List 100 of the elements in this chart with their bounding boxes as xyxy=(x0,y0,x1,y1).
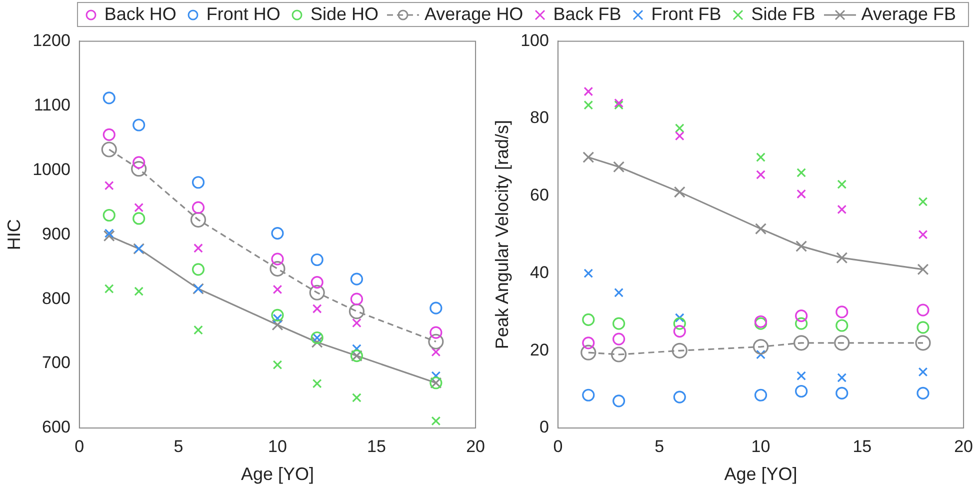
point xyxy=(194,325,203,335)
point xyxy=(612,332,626,346)
point xyxy=(915,335,931,351)
point xyxy=(430,302,442,314)
point xyxy=(755,223,767,235)
point xyxy=(752,338,769,355)
point xyxy=(918,230,928,240)
point xyxy=(102,92,116,104)
y-axis-title: HIC xyxy=(4,219,24,250)
point xyxy=(611,346,627,362)
legend-label: Back FB xyxy=(553,4,622,24)
y-tick-label: 1100 xyxy=(34,95,70,114)
point xyxy=(756,152,766,162)
point xyxy=(271,252,284,266)
x-tick-label: 5 xyxy=(654,436,664,456)
point xyxy=(756,170,766,180)
point xyxy=(836,252,848,264)
point xyxy=(582,151,594,163)
point xyxy=(837,373,847,382)
point xyxy=(796,189,806,199)
point xyxy=(834,335,850,351)
point xyxy=(132,118,146,132)
point xyxy=(916,304,930,316)
point xyxy=(192,201,205,214)
y-tick-label: 40 xyxy=(530,262,549,282)
point xyxy=(271,227,284,240)
legend-label: Front FB xyxy=(651,4,722,24)
point xyxy=(310,276,324,289)
point xyxy=(673,325,686,338)
point xyxy=(674,131,684,141)
point xyxy=(612,394,626,408)
point xyxy=(192,176,205,189)
point xyxy=(310,253,324,266)
y-tick-label: 100 xyxy=(520,30,549,50)
y-tick-label: 0 xyxy=(539,418,549,437)
y-tick-label: 1000 xyxy=(32,160,70,179)
y-tick-label: 600 xyxy=(42,418,70,437)
x-tick-label: 10 xyxy=(268,436,287,456)
point xyxy=(431,347,441,357)
x-tick-label: 15 xyxy=(852,436,872,456)
point xyxy=(272,360,282,370)
point xyxy=(796,371,806,380)
point xyxy=(312,378,322,388)
point xyxy=(428,334,444,350)
point xyxy=(271,308,284,322)
point xyxy=(190,212,206,228)
point xyxy=(614,288,624,298)
point xyxy=(350,292,364,306)
y-tick-label: 700 xyxy=(42,353,70,372)
legend-label: Average HO xyxy=(424,4,524,24)
y-axis-title: Peak Angular Velocity [rad/s] xyxy=(492,120,512,350)
point xyxy=(918,367,928,377)
x-axis-title: Age [YO] xyxy=(240,464,314,484)
point xyxy=(836,306,848,318)
legend-label: Side HO xyxy=(310,4,378,24)
point xyxy=(794,335,810,351)
x-tick-label: 20 xyxy=(466,436,486,456)
point xyxy=(584,86,594,96)
point xyxy=(131,161,147,177)
point xyxy=(352,318,362,328)
y-tick-label: 900 xyxy=(42,224,70,244)
point xyxy=(795,310,808,322)
point xyxy=(916,321,930,334)
point xyxy=(754,388,768,402)
point xyxy=(674,313,684,322)
point xyxy=(795,317,808,330)
point xyxy=(917,264,929,276)
point xyxy=(132,212,146,225)
point xyxy=(104,284,114,294)
point xyxy=(101,142,117,158)
point xyxy=(674,186,686,198)
point xyxy=(674,124,684,133)
point xyxy=(132,156,146,169)
x-tick-label: 10 xyxy=(751,436,770,456)
x-tick-label: 5 xyxy=(174,436,184,456)
point xyxy=(673,390,686,404)
y-tick-label: 1200 xyxy=(32,30,70,50)
point xyxy=(134,202,144,212)
y-tick-label: 800 xyxy=(42,288,70,308)
point xyxy=(795,384,808,398)
point xyxy=(582,313,595,326)
point xyxy=(104,180,114,190)
legend-label: Average FB xyxy=(861,4,956,24)
point xyxy=(836,386,848,400)
point xyxy=(430,326,442,339)
point xyxy=(837,180,847,190)
point xyxy=(613,161,625,173)
point xyxy=(134,286,144,296)
point xyxy=(104,228,114,238)
point xyxy=(103,230,115,242)
point xyxy=(352,344,362,354)
point xyxy=(584,100,594,110)
x-axis-title: Age [YO] xyxy=(724,464,798,484)
x-tick-label: 0 xyxy=(74,436,84,456)
point xyxy=(272,319,284,331)
point xyxy=(673,317,686,330)
point xyxy=(916,386,930,400)
legend-label: Side FB xyxy=(751,4,816,24)
x-tick-label: 0 xyxy=(553,436,563,456)
point xyxy=(350,272,364,286)
